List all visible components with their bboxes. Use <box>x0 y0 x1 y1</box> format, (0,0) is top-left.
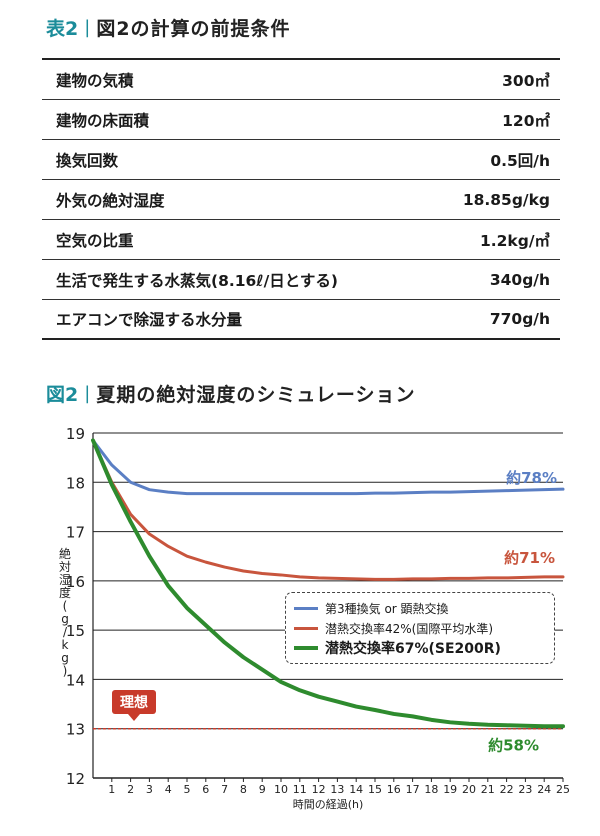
x-tick-label: 6 <box>202 783 209 796</box>
series-end-label: 約58% <box>488 736 539 754</box>
row-label: エアコンで除湿する水分量 <box>56 311 243 329</box>
row-value: 770g/h <box>489 310 550 328</box>
conditions-table: 建物の気積 300㎥ 建物の床面積 120㎡ 換気回数 0.5回/h 外気の絶対湿度 1… <box>42 58 560 340</box>
table-tag: 表2 <box>46 18 79 40</box>
ideal-label: 理想 <box>112 690 156 721</box>
row-value: 300㎥ <box>502 71 550 90</box>
row-label: 建物の気積 <box>56 71 134 90</box>
x-tick-label: 25 <box>556 783 570 796</box>
row-value: 18.85g/kg <box>462 190 550 209</box>
row-value: 1.2kg/㎥ <box>479 231 550 250</box>
x-tick-label: 7 <box>221 783 228 796</box>
legend-swatch <box>294 606 318 610</box>
x-tick-label: 1 <box>108 783 115 796</box>
x-tick-label: 14 <box>349 783 363 796</box>
heading-divider: | <box>84 17 91 38</box>
table-row: 外気の絶対湿度 18.85g/kg <box>42 180 560 220</box>
row-value: 120㎡ <box>502 111 550 130</box>
x-tick-label: 20 <box>462 783 476 796</box>
table-heading: 表2 | 図2の計算の前提条件 <box>46 14 291 41</box>
legend-item: 潜熱交換率42%(国際平均水準) <box>294 618 546 638</box>
table-title: 図2の計算の前提条件 <box>96 18 291 40</box>
series-line <box>91 438 565 729</box>
x-tick-label: 24 <box>537 783 551 796</box>
y-tick-label: 12 <box>66 770 85 788</box>
y-tick-label: 16 <box>66 573 85 591</box>
x-tick-label: 22 <box>500 783 514 796</box>
x-tick-label: 17 <box>406 783 420 796</box>
row-label: 換気回数 <box>56 151 119 170</box>
legend-label: 第3種換気 or 顕熱交換 <box>325 601 449 616</box>
chart-tag: 図2 <box>46 384 79 406</box>
x-tick-label: 5 <box>184 783 191 796</box>
table-row: 換気回数 0.5回/h <box>42 140 560 180</box>
row-label: 外気の絶対湿度 <box>56 191 165 210</box>
x-tick-label: 16 <box>387 783 401 796</box>
x-tick-label: 21 <box>481 783 495 796</box>
x-tick-label: 2 <box>127 783 134 796</box>
y-tick-label: 14 <box>66 671 85 689</box>
chart-title: 夏期の絶対湿度のシミュレーション <box>96 384 416 406</box>
legend-item: 第3種換気 or 顕熱交換 <box>294 598 546 618</box>
legend-swatch <box>294 626 318 630</box>
series-line <box>91 438 565 581</box>
y-tick-label: 13 <box>66 721 85 739</box>
chart-legend: 第3種換気 or 顕熱交換 潜熱交換率42%(国際平均水準) 潜熱交換率67%(… <box>285 592 555 664</box>
x-tick-label: 9 <box>259 783 266 796</box>
row-label: 建物の床面積 <box>56 111 150 130</box>
table-row: 空気の比重 1.2kg/㎥ <box>42 220 560 260</box>
y-tick-label: 15 <box>66 622 85 640</box>
x-tick-label: 11 <box>293 783 307 796</box>
table-row: 建物の床面積 120㎡ <box>42 100 560 140</box>
y-axis-label: 絶対湿度(g / k g) <box>58 547 71 678</box>
x-tick-label: 10 <box>274 783 288 796</box>
table-row: エアコンで除湿する水分量 770g/h <box>42 300 560 340</box>
row-label: 生活で発生する水蒸気(8.16ℓ/日とする) <box>56 271 338 290</box>
x-axis-label: 時間の経過(h) <box>293 798 364 811</box>
x-tick-label: 3 <box>146 783 153 796</box>
legend-swatch <box>294 646 318 650</box>
x-tick-label: 4 <box>165 783 172 796</box>
x-tick-label: 12 <box>312 783 326 796</box>
heading-divider: | <box>84 383 91 404</box>
x-tick-label: 8 <box>240 783 247 796</box>
chart-heading: 図2 | 夏期の絶対湿度のシミュレーション <box>46 380 416 407</box>
x-tick-label: 18 <box>424 783 438 796</box>
x-tick-label: 23 <box>518 783 532 796</box>
row-value: 340g/h <box>489 270 550 289</box>
row-label: 空気の比重 <box>56 231 134 250</box>
x-tick-label: 13 <box>330 783 344 796</box>
x-tick-label: 19 <box>443 783 457 796</box>
legend-item: 潜熱交換率67%(SE200R) <box>294 638 546 658</box>
y-tick-label: 18 <box>66 474 85 492</box>
legend-label: 潜熱交換率67%(SE200R) <box>325 641 501 657</box>
x-tick-label: 15 <box>368 783 382 796</box>
table-row: 生活で発生する水蒸気(8.16ℓ/日とする) 340g/h <box>42 260 560 300</box>
y-tick-label: 17 <box>66 524 85 542</box>
series-end-label: 約78% <box>506 469 557 487</box>
row-value: 0.5回/h <box>490 151 550 170</box>
y-tick-label: 19 <box>66 425 85 443</box>
series-line <box>91 438 565 496</box>
table-row: 建物の気積 300㎥ <box>42 60 560 100</box>
series-end-label: 約71% <box>504 549 555 567</box>
legend-label: 潜熱交換率42%(国際平均水準) <box>325 621 494 636</box>
